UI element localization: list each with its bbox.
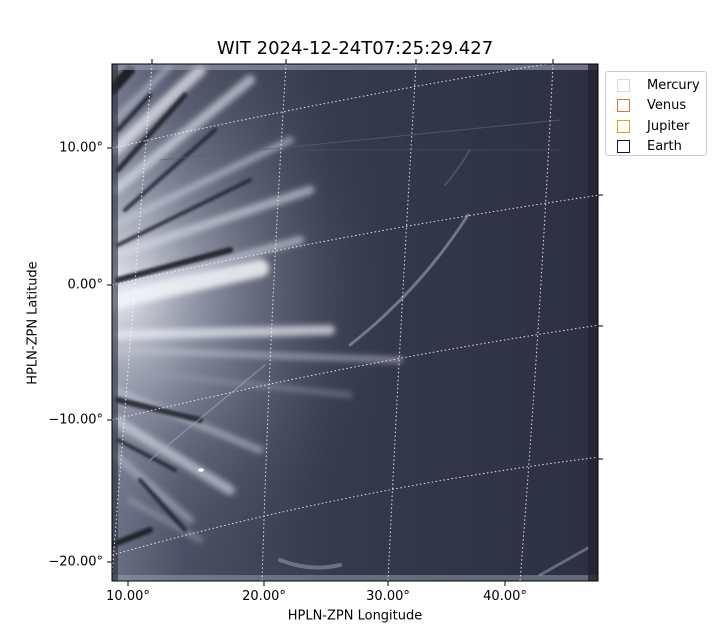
legend-swatch (617, 99, 630, 113)
legend: Mercury Venus Jupiter Earth (605, 71, 707, 156)
plot-title: WIT 2024-12-24T07:25:29.427 (216, 38, 494, 59)
legend-item-venus: Venus (606, 96, 706, 117)
x-tick-label: 10.00° (106, 589, 150, 604)
legend-label: Venus (647, 98, 687, 114)
x-axis-label: HPLN-ZPN Longitude (287, 608, 423, 624)
legend-label: Earth (647, 139, 682, 155)
x-tick-label: 30.00° (366, 589, 410, 604)
legend-item-jupiter: Jupiter (606, 116, 706, 137)
legend-item-earth: Earth (606, 137, 706, 158)
legend-label: Jupiter (647, 118, 690, 134)
y-tick-label: 10.00° (59, 140, 103, 156)
y-tick-label: 0.00° (67, 277, 103, 293)
y-tick-label: −10.00° (48, 412, 103, 428)
x-tick-label: 40.00° (483, 589, 527, 604)
x-tick-label: 20.00° (242, 589, 286, 604)
legend-swatch (617, 140, 630, 154)
y-tick-label: −20.00° (48, 554, 103, 570)
legend-label: Mercury (647, 77, 700, 93)
y-axis-label: HPLN-ZPN Latitude (25, 261, 41, 385)
legend-swatch (617, 78, 630, 92)
legend-item-mercury: Mercury (606, 75, 706, 96)
legend-swatch (617, 119, 630, 133)
